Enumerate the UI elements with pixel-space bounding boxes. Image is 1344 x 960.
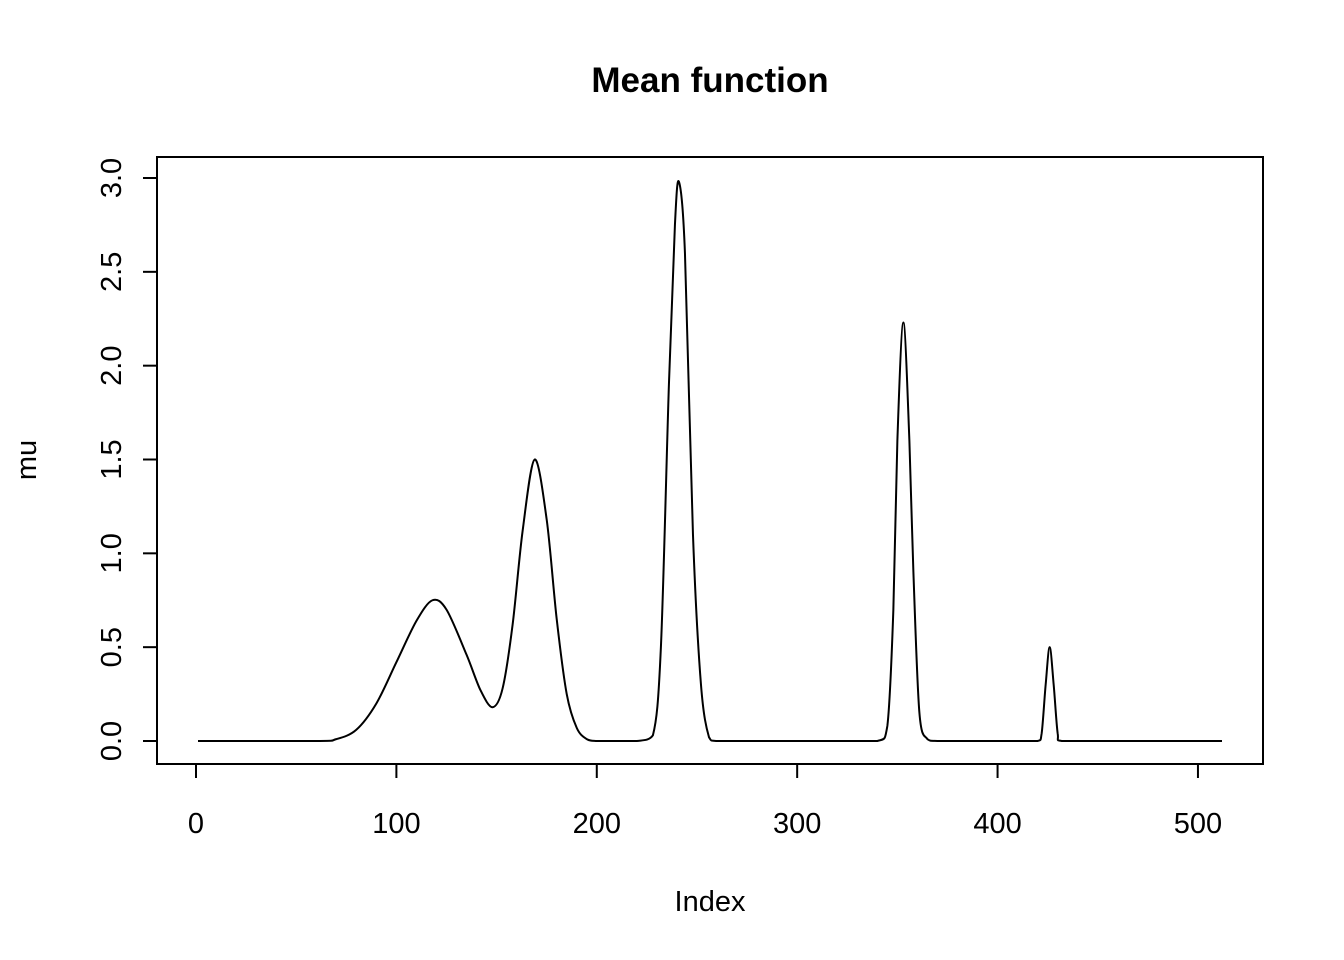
x-tick-label: 0 [188, 808, 204, 840]
y-axis-label: mu [11, 440, 43, 480]
y-tick-label: 0.5 [96, 627, 128, 667]
y-tick-label: 2.0 [96, 346, 128, 386]
y-tick-label: 3.0 [96, 158, 128, 198]
plot-frame [156, 156, 1264, 765]
y-tick-label: 2.5 [96, 252, 128, 292]
x-axis: 0 100 200 300 400 500 [188, 763, 1222, 840]
y-tick-label: 1.5 [96, 439, 128, 479]
x-tick-label: 300 [773, 808, 821, 840]
chart-title: Mean function [591, 61, 828, 100]
x-tick-label: 200 [573, 808, 621, 840]
x-tick-label: 400 [973, 808, 1021, 840]
mean-function-line [198, 179, 1222, 743]
x-axis-label: Index [675, 886, 746, 918]
y-tick-label: 1.0 [96, 533, 128, 573]
y-tick-label: 0.0 [96, 721, 128, 761]
x-tick-label: 500 [1174, 808, 1222, 840]
y-axis: 0.0 0.5 1.0 1.5 2.0 2.5 3.0 [96, 158, 158, 761]
x-tick-label: 100 [372, 808, 420, 840]
